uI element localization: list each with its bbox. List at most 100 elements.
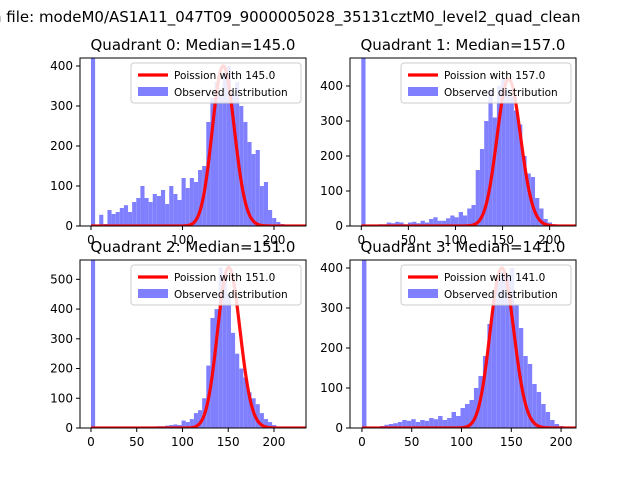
histogram-bar — [488, 89, 493, 226]
x-tick-label: 200 — [550, 435, 573, 449]
x-tick-label: 150 — [491, 233, 514, 247]
subplot-grid: 0 100 200 0 100 200 300 400 Poission with 145.0 O… — [50, 36, 577, 449]
histogram-bar — [239, 368, 244, 428]
legend-label-poisson: Poission with 157.0 — [444, 70, 545, 82]
x-tick-label: 100 — [444, 233, 467, 247]
histogram-bar — [268, 210, 273, 226]
histogram-bar — [479, 149, 485, 226]
histogram-bar — [140, 186, 145, 226]
x-tick-label: 0 — [87, 233, 95, 247]
histogram-bar — [492, 117, 497, 226]
subplot-quadrant-2: 0 50 100 150 200 0 100 200 300 400 500 Poission wit… — [50, 238, 307, 449]
histogram-bar — [263, 419, 269, 428]
histogram-bar — [451, 412, 457, 428]
histogram-bar — [90, 58, 96, 226]
x-tick-label: 150 — [217, 435, 240, 449]
histogram-bar — [501, 79, 506, 226]
y-tick-label: 300 — [50, 332, 73, 346]
y-tick-label: 300 — [50, 99, 73, 113]
y-tick-label: 100 — [320, 184, 343, 198]
legend-label-observed: Observed distribution — [444, 87, 558, 99]
histogram-bar — [181, 178, 186, 226]
histogram-bar — [397, 422, 403, 428]
histogram-bar — [487, 324, 492, 428]
histogram-bar — [235, 353, 240, 428]
y-tick-label: 400 — [50, 59, 73, 73]
histogram-bar — [407, 222, 413, 226]
x-tick-label: 100 — [171, 435, 194, 449]
histogram-bar — [456, 416, 461, 428]
x-tick-label: 200 — [263, 435, 286, 449]
histogram-bar — [484, 121, 489, 226]
plot-area — [361, 260, 576, 428]
histogram-bar — [156, 196, 161, 226]
histogram-bar — [464, 404, 470, 428]
histogram-bar — [424, 420, 430, 428]
histogram-bar — [90, 260, 96, 428]
x-tick-label: 200 — [538, 233, 561, 247]
histogram-bar — [442, 420, 448, 428]
plot-area — [90, 58, 306, 226]
histogram-bar — [230, 332, 236, 428]
x-tick-label: 50 — [129, 435, 144, 449]
histogram-bar — [173, 424, 178, 428]
histogram-bar — [463, 215, 468, 226]
x-tick-label: 0 — [357, 233, 365, 247]
histogram-bar — [169, 186, 174, 226]
histogram-bar — [441, 220, 447, 226]
histogram-bar — [386, 222, 391, 226]
histogram-bar — [132, 202, 137, 226]
histogram-bar — [214, 82, 219, 226]
y-tick-label: 0 — [65, 219, 73, 233]
histogram-bar — [193, 182, 199, 226]
histogram-bar — [226, 66, 231, 226]
histogram-bar — [539, 208, 544, 226]
histogram-bar — [526, 173, 531, 226]
histogram-bar — [509, 268, 515, 428]
histogram-bar — [450, 215, 455, 226]
histogram-bar — [136, 198, 141, 226]
histogram-bar — [99, 214, 104, 226]
x-tick-label: 150 — [500, 435, 523, 449]
legend-box — [130, 264, 302, 306]
legend: Poission with 157.0 Observed distribution — [400, 62, 572, 104]
y-tick-label: 0 — [335, 421, 343, 435]
histogram-bar — [259, 186, 264, 226]
histogram-bar — [500, 272, 506, 428]
x-axis: 0 50 100 150 200 — [87, 428, 285, 449]
histogram-bar — [509, 96, 514, 226]
histogram-bars — [361, 260, 564, 428]
histogram-bar — [165, 204, 170, 226]
y-tick-label: 200 — [50, 139, 73, 153]
histogram-bar — [471, 205, 476, 226]
histogram-bar — [268, 422, 273, 428]
histogram-bar — [272, 218, 277, 226]
y-tick-label: 300 — [320, 114, 343, 128]
histogram-bar — [259, 413, 264, 428]
histogram-bar — [532, 384, 537, 428]
histogram-bar — [469, 400, 474, 428]
histogram-bar — [218, 267, 223, 428]
subplot-quadrant-3: 0 50 100 150 200 0 100 200 300 400 Poission with 1… — [320, 238, 577, 449]
histogram-bar — [415, 422, 421, 428]
histogram-bar — [543, 219, 548, 226]
histogram-bar — [527, 364, 533, 428]
x-axis: 0 50 100 150 200 — [357, 226, 561, 247]
histogram-bar — [276, 222, 281, 226]
histogram-bar — [458, 212, 463, 226]
histogram-bar — [545, 412, 551, 428]
histogram-bar — [222, 276, 227, 428]
histogram-bar — [128, 212, 133, 226]
histogram-bar — [473, 388, 479, 428]
x-tick-label: 50 — [401, 233, 416, 247]
y-axis: 0 100 200 300 400 500 — [50, 272, 80, 435]
histogram-bar — [522, 156, 527, 226]
subplot-quadrant-0: 0 100 200 0 100 200 300 400 Poission with 145.0 O… — [50, 36, 307, 247]
histogram-bar — [412, 221, 417, 226]
histogram-bar — [198, 410, 203, 428]
histogram-bar — [185, 422, 190, 428]
legend-bar-swatch — [138, 289, 168, 298]
histogram-bar — [388, 424, 394, 428]
y-axis: 0 100 200 300 400 — [320, 261, 350, 435]
y-tick-label: 300 — [320, 301, 343, 315]
